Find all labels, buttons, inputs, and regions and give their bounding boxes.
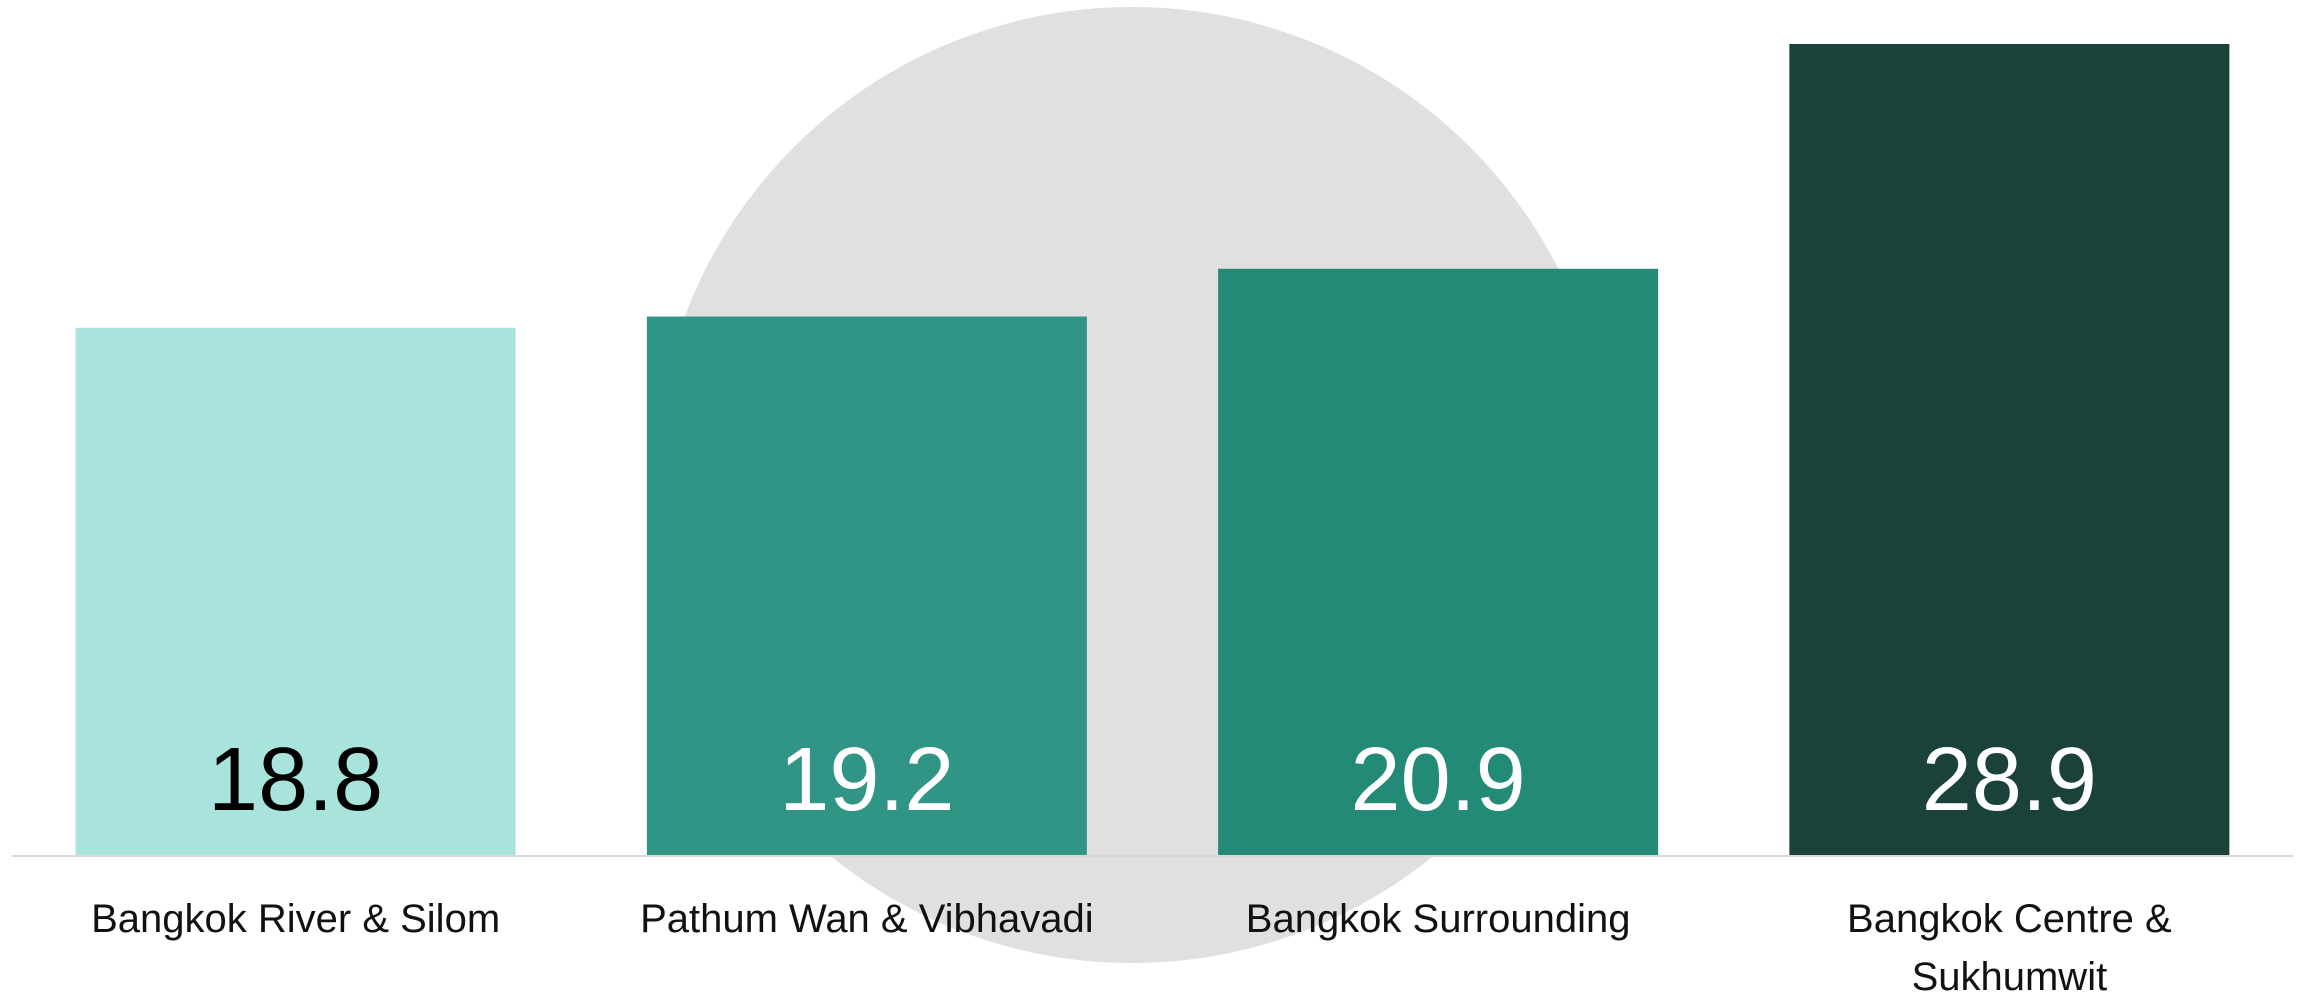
bar xyxy=(1789,44,2230,856)
bar xyxy=(1218,268,1659,856)
x-tick-label: Bangkok Surrounding xyxy=(1245,897,1631,941)
data-label: 20.9 xyxy=(1351,730,1526,830)
data-label: 19.2 xyxy=(779,730,954,830)
x-tick-label: Pathum Wan & Vibhavadi xyxy=(640,897,1094,941)
data-label: 18.8 xyxy=(208,730,383,830)
x-tick-label: Bangkok Centre & Sukhumwit xyxy=(1847,897,2172,999)
bar xyxy=(646,316,1087,856)
x-tick-label: Bangkok River & Silom xyxy=(91,897,501,941)
bar xyxy=(75,327,516,856)
data-label: 28.9 xyxy=(1922,730,2097,830)
